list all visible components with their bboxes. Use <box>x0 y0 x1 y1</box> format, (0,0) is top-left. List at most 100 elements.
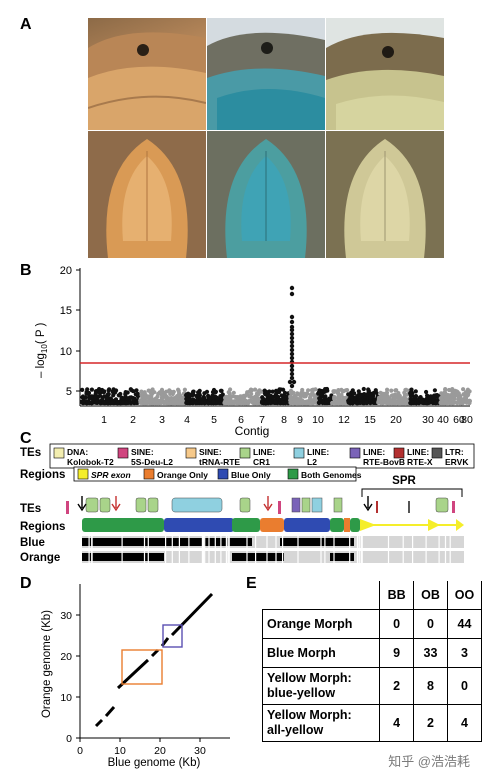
te-legend-name: ERVK <box>445 457 469 467</box>
manhattan-point <box>260 399 265 405</box>
tick <box>188 551 190 563</box>
manhattan-point <box>159 389 164 395</box>
manhattan-point <box>408 391 413 396</box>
tick <box>266 551 268 563</box>
manhattan-point <box>81 398 86 403</box>
manhattan-point <box>131 397 136 402</box>
manhattan-point <box>142 400 147 406</box>
te-legend-name: Kolobok-T2 <box>67 457 114 467</box>
x-tick-label: 8 <box>281 414 287 426</box>
x-tick-label: 20 <box>390 414 402 426</box>
d-y-tick-label: 10 <box>60 692 72 704</box>
manhattan-point <box>115 400 120 406</box>
manhattan-point <box>399 396 405 402</box>
y-axis-label: – log10( P ) <box>35 322 49 378</box>
tick <box>360 536 362 548</box>
manhattan-point <box>106 392 111 397</box>
gap <box>354 536 464 548</box>
manhattan-point <box>120 396 125 401</box>
tick <box>228 551 230 563</box>
manhattan-point <box>107 387 112 392</box>
manhattan-point <box>289 351 295 357</box>
manhattan-point <box>125 396 130 401</box>
region-legend: SPR exon Orange Only Blue Only Both Genomes <box>77 468 362 480</box>
manhattan-point <box>336 391 341 396</box>
tick <box>425 551 427 563</box>
cell: 2 <box>413 704 448 742</box>
manhattan-point <box>376 399 381 405</box>
cell: 4 <box>446 704 482 742</box>
te-legend-swatch <box>393 447 405 459</box>
manhattan-point <box>128 387 133 392</box>
tick <box>201 536 203 548</box>
row-label: Orange Morph <box>261 609 381 639</box>
te-legend-class: LINE: <box>407 447 429 457</box>
x-tick-label: 7 <box>259 414 265 426</box>
manhattan-point <box>168 400 173 405</box>
tick <box>358 536 360 548</box>
tick <box>88 551 90 563</box>
manhattan-point <box>301 400 306 406</box>
x-tick-label: 15 <box>364 414 376 426</box>
spr-locus-figure: TEs DNA:Kolobok-T2SINE:5S-Deu-L2SINE:tRN… <box>20 443 475 564</box>
table-row: Orange Morph 0 0 44 <box>261 609 482 639</box>
manhattan-point <box>304 391 310 396</box>
manhattan-point <box>253 394 258 399</box>
d-y-tick-label: 20 <box>60 651 72 663</box>
row-label: Yellow Morph: all-yellow <box>261 704 381 742</box>
manhattan-point <box>288 390 293 395</box>
manhattan-point <box>292 394 297 399</box>
manhattan-point <box>349 396 354 401</box>
te-legend-name: RTE-X <box>407 457 433 467</box>
manhattan-point <box>289 335 295 341</box>
orange-genome-track <box>82 551 464 563</box>
tick <box>402 551 404 563</box>
tick <box>425 536 427 548</box>
dot-plot: 0 10 20 30 0 10 20 30 Blue genome (Kb) Orange g… <box>41 584 230 769</box>
tick <box>225 551 227 563</box>
manhattan-point <box>164 389 169 394</box>
tick <box>324 551 326 563</box>
manhattan-point <box>149 398 154 403</box>
manhattan-point <box>372 400 377 405</box>
manhattan-point <box>389 388 394 393</box>
cell: 33 <box>413 638 448 668</box>
manhattan-point <box>204 389 210 394</box>
manhattan-point <box>220 392 225 397</box>
manhattan-point <box>382 400 387 405</box>
tick <box>204 536 206 548</box>
manhattan-point <box>450 388 455 394</box>
tick <box>143 551 146 563</box>
tick <box>444 551 447 563</box>
manhattan-point <box>295 391 300 396</box>
aligned-block <box>82 553 464 561</box>
x-tick-label: 40 <box>437 414 449 426</box>
te-legend-swatch <box>117 447 129 459</box>
manhattan-point <box>424 397 429 402</box>
cell: 8 <box>413 667 448 705</box>
tick <box>228 536 230 548</box>
manhattan-point <box>94 399 99 404</box>
tick <box>412 551 414 563</box>
y-tick-label: 20 <box>60 265 72 277</box>
table-row: Yellow Morph: blue-yellow 2 8 0 <box>261 667 482 705</box>
tick <box>333 551 335 563</box>
manhattan-point <box>185 400 190 405</box>
manhattan-point <box>167 389 172 394</box>
manhattan-point <box>263 400 268 406</box>
manhattan-point <box>289 347 295 353</box>
panel-e-label: E <box>246 575 257 592</box>
x-axis-label: Contig <box>235 424 270 438</box>
manhattan-point <box>289 383 295 389</box>
panel-b-label: B <box>20 262 32 279</box>
manhattan-point <box>448 400 453 406</box>
manhattan-point <box>368 400 373 406</box>
manhattan-point <box>231 390 236 395</box>
tick <box>360 551 362 563</box>
te-legend-class: SINE: <box>199 447 222 457</box>
manhattan-point <box>460 400 465 405</box>
x-tick-label: 30 <box>422 414 434 426</box>
tick <box>171 551 173 563</box>
tick <box>361 551 363 563</box>
